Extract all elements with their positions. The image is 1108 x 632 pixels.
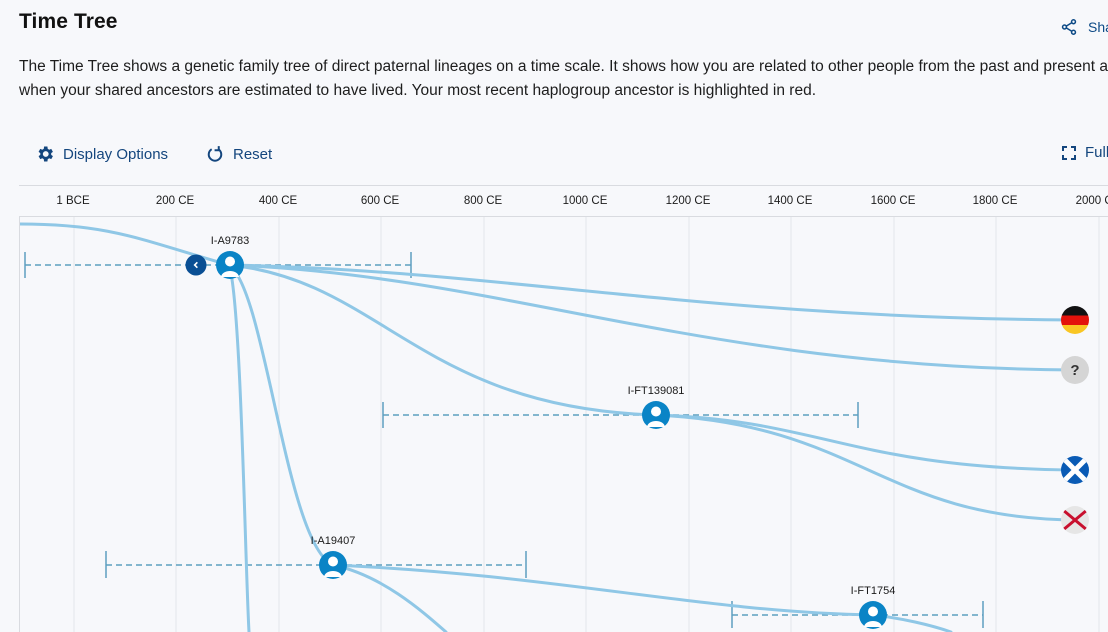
- share-icon: [1061, 19, 1077, 35]
- leaf-germany[interactable]: [1061, 306, 1089, 334]
- time-tree-chart[interactable]: I-A9783 I-FT139081 I-A19407 I-FT1754 ?: [19, 217, 1108, 632]
- ancestor-node-i-ft1754[interactable]: [858, 600, 888, 630]
- axis-tick: 200 CE: [155, 195, 195, 207]
- description: The Time Tree shows a genetic family tre…: [19, 55, 1108, 103]
- axis-tick: 600 CE: [360, 195, 400, 207]
- axis-tick: 1400 CE: [767, 195, 813, 207]
- reset-label: Reset: [233, 145, 273, 163]
- fullscreen-button[interactable]: Full Screen: [1061, 144, 1108, 161]
- chevron-left-icon: [193, 261, 198, 269]
- back-button[interactable]: [185, 254, 207, 276]
- person-icon: [319, 551, 347, 579]
- description-line-2: when your shared ancestors are estimated…: [19, 82, 817, 99]
- leaf-northern-ireland[interactable]: [1061, 506, 1089, 534]
- node-label: I-A9783: [210, 235, 250, 247]
- unknown-country-icon: ?: [1070, 361, 1080, 379]
- gear-icon: [38, 146, 53, 162]
- node-label: I-FT139081: [627, 385, 685, 397]
- axis-tick: 1000 CE: [562, 195, 608, 207]
- fullscreen-icon: [1062, 145, 1076, 160]
- person-icon: [859, 601, 887, 629]
- display-options-label: Display Options: [63, 145, 169, 163]
- fullscreen-label: Full Screen: [1085, 144, 1108, 161]
- person-icon: [642, 401, 670, 429]
- share-button[interactable]: Share: [1060, 18, 1108, 36]
- node-label: I-FT1754: [850, 585, 896, 597]
- ancestor-node-i-a19407[interactable]: [318, 550, 348, 580]
- page-title: Time Tree: [19, 10, 118, 33]
- axis-tick: 2000 CE: [1075, 195, 1108, 207]
- scotland-flag-icon: [1061, 456, 1089, 484]
- tree-branches: [20, 217, 1100, 632]
- axis-tick: 1600 CE: [870, 195, 916, 207]
- reset-icon: [207, 146, 223, 162]
- leaf-unknown[interactable]: ?: [1061, 356, 1089, 384]
- ancestor-node-i-ft139081[interactable]: [641, 400, 671, 430]
- person-icon: [216, 251, 244, 279]
- description-line-1: The Time Tree shows a genetic family tre…: [19, 58, 1108, 75]
- axis-tick: 400 CE: [258, 195, 298, 207]
- ancestor-node-i-a9783[interactable]: [215, 250, 245, 280]
- display-options-button[interactable]: Display Options: [35, 144, 168, 164]
- axis-tick: 1200 CE: [665, 195, 711, 207]
- germany-flag-icon: [1061, 306, 1089, 334]
- node-label: I-A19407: [310, 535, 356, 547]
- axis-tick: 1 BCE: [56, 195, 90, 207]
- axis-tick: 800 CE: [463, 195, 503, 207]
- leaf-scotland[interactable]: [1061, 456, 1089, 484]
- reset-button[interactable]: Reset: [205, 144, 272, 164]
- share-label: Share: [1088, 19, 1108, 35]
- time-axis: 1 BCE 200 CE 400 CE 600 CE 800 CE 1000 C…: [19, 185, 1108, 217]
- axis-tick: 1800 CE: [972, 195, 1018, 207]
- st-patricks-cross-flag-icon: [1061, 506, 1089, 534]
